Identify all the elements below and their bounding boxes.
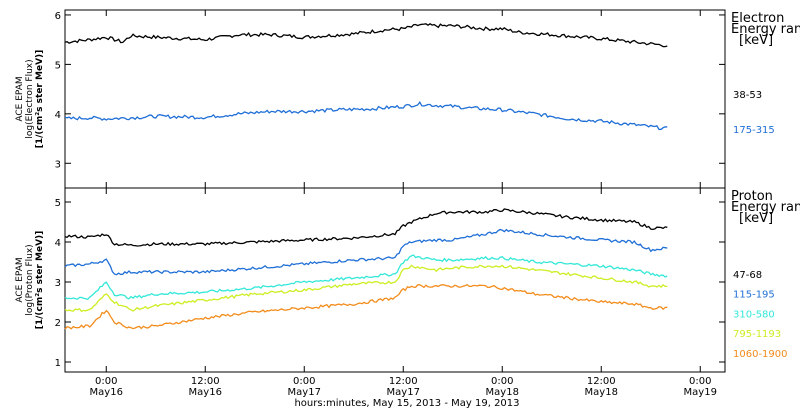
- x-tick-label-date: May16: [189, 387, 222, 398]
- proton-series-1060-1900: [64, 283, 668, 330]
- electron-legend-38-53: 38-53: [733, 90, 762, 101]
- x-tick-label-date: May16: [90, 387, 123, 398]
- proton-series-310-580: [64, 254, 668, 301]
- electron-y-tick-label: 3: [55, 159, 61, 170]
- x-tick-label-time: 0:00: [95, 376, 117, 387]
- electron-legend-title: Energy range: [731, 22, 800, 37]
- electron-y-tick-label: 6: [55, 11, 61, 22]
- proton-series-47-68: [64, 208, 668, 247]
- proton-legend-310-580: 310-580: [733, 309, 775, 320]
- electron-y-tick-label: 4: [55, 110, 61, 121]
- x-tick-label-time: 12:00: [191, 376, 220, 387]
- proton-y-tick-label: 2: [55, 318, 61, 329]
- proton-legend-title: Energy range: [731, 200, 800, 215]
- x-tick-label-time: 0:00: [689, 376, 711, 387]
- proton-y-axis-label: ACE EPAM: [15, 257, 25, 302]
- x-tick-label-date: May17: [387, 387, 420, 398]
- x-tick-label-date: May17: [288, 387, 321, 398]
- electron-y-axis-label: [1/(cm²s ster MeV)]: [35, 50, 45, 149]
- proton-legend-795-1193: 795-1193: [733, 329, 781, 340]
- proton-y-tick-label: 5: [55, 198, 61, 209]
- proton-legend-1060-1900: 1060-1900: [733, 349, 788, 360]
- electron-legend-title: Electron: [731, 11, 784, 26]
- proton-legend-title: [keV]: [739, 211, 773, 226]
- electron-series-38-53: [64, 23, 668, 48]
- electron-series-175-315: [64, 101, 668, 131]
- proton-series-115-195: [64, 228, 668, 276]
- proton-legend-47-68: 47-68: [733, 270, 762, 281]
- electron-legend-175-315: 175-315: [733, 125, 775, 136]
- x-tick-label-time: 12:00: [389, 376, 418, 387]
- proton-panel-frame: [64, 187, 726, 373]
- x-axis-label: hours:minutes, May 15, 2013 - May 19, 20…: [294, 398, 519, 409]
- proton-series-795-1193: [64, 264, 668, 313]
- x-tick-label-time: 0:00: [293, 376, 315, 387]
- proton-y-tick-label: 4: [55, 238, 61, 249]
- x-tick-label-date: May19: [684, 387, 717, 398]
- proton-y-axis-label: [1/(cm²s ster MeV)]: [35, 231, 45, 330]
- electron-y-axis-label: ACE EPAM: [15, 76, 25, 121]
- x-tick-label-date: May18: [585, 387, 618, 398]
- proton-y-tick-label: 3: [55, 278, 61, 289]
- electron-y-axis-label: log(Electron Flux): [25, 59, 35, 138]
- electron-y-tick-label: 5: [55, 60, 61, 71]
- proton-y-tick-label: 1: [55, 358, 61, 369]
- proton-legend-115-195: 115-195: [733, 290, 775, 301]
- proton-y-axis-label: log(Proton Flux): [25, 244, 35, 315]
- electron-legend-title: [keV]: [739, 33, 773, 48]
- proton-legend-title: Proton: [731, 189, 773, 204]
- x-tick-label-time: 0:00: [491, 376, 513, 387]
- x-tick-label-date: May18: [486, 387, 519, 398]
- x-tick-label-time: 12:00: [587, 376, 616, 387]
